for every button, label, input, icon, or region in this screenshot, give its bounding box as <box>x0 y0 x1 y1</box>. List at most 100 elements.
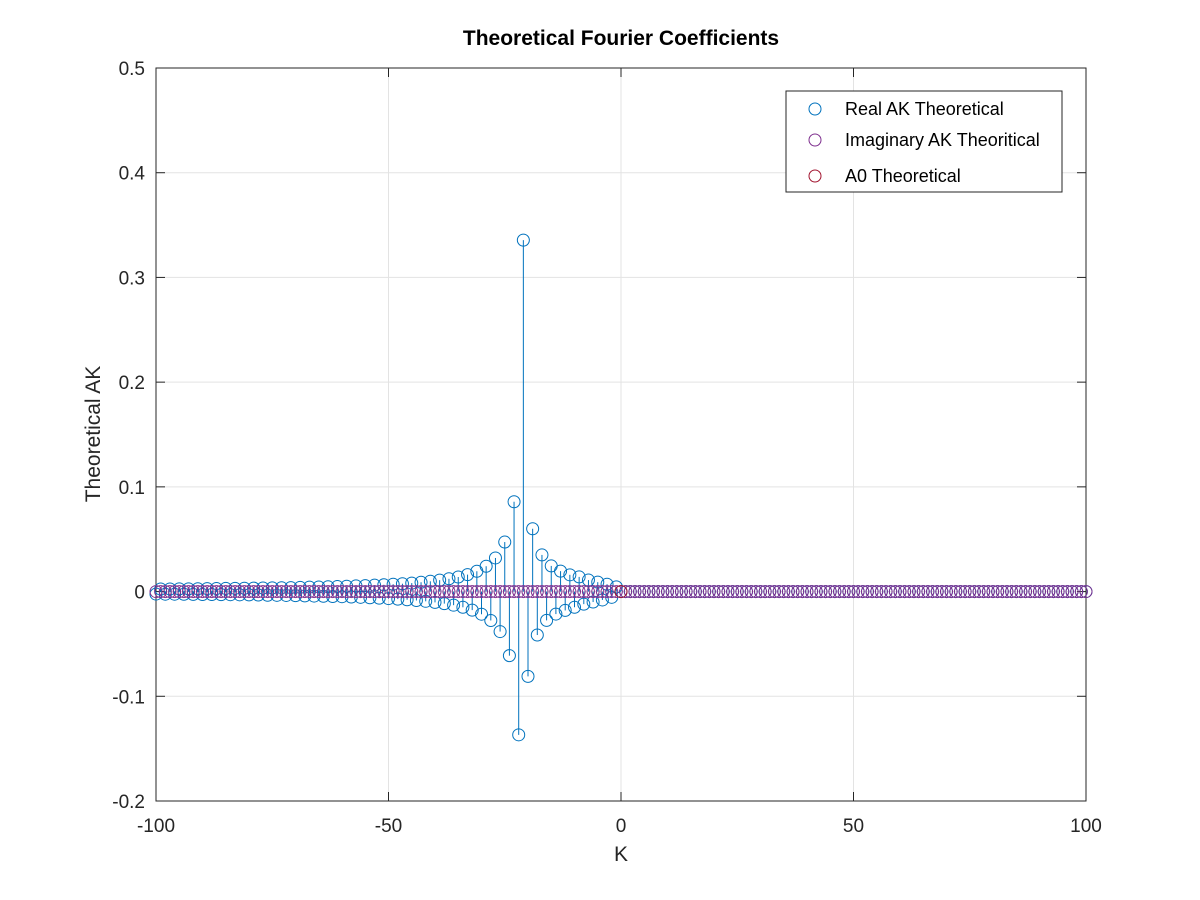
real-ak-point <box>289 589 302 603</box>
imag-ak-point <box>581 585 595 599</box>
y-tick-label: 0.1 <box>119 478 145 499</box>
imag-ak-point <box>967 585 981 599</box>
imag-ak-point <box>619 585 633 599</box>
imag-ak-point <box>874 585 888 599</box>
imag-ak-point <box>795 585 809 599</box>
imag-ak-point <box>600 585 614 599</box>
imag-ak-point <box>1037 585 1051 599</box>
real-ak-point <box>502 649 516 663</box>
real-ak-point <box>395 577 409 591</box>
imag-ak-point <box>926 585 940 599</box>
imag-ak-point <box>182 585 196 599</box>
imag-ak-point <box>488 585 502 599</box>
imag-ak-point <box>363 585 377 599</box>
imag-ak-point <box>726 585 740 599</box>
x-tick-label: 50 <box>843 816 864 837</box>
imag-ak-point <box>214 585 228 599</box>
imag-ak-point <box>1074 585 1088 599</box>
imag-ak-point <box>744 585 758 599</box>
imag-ak-point <box>223 585 237 599</box>
real-ak-point <box>233 588 247 602</box>
real-ak-point <box>447 598 461 612</box>
imag-ak-point <box>637 585 651 599</box>
imag-ak-point <box>981 585 995 599</box>
real-ak-point <box>368 578 382 592</box>
imag-ak-point <box>344 585 358 599</box>
imag-ak-point <box>833 585 847 599</box>
imag-ak-point <box>754 585 767 599</box>
imag-ak-point <box>712 585 726 599</box>
imag-ak-point <box>172 585 186 599</box>
imag-ak-point <box>219 585 233 599</box>
imag-ak-point <box>865 585 879 599</box>
legend: Real AK Theoretical Imaginary AK Theoriti… <box>785 90 1063 193</box>
imag-ak-point <box>991 585 1005 599</box>
imag-ak-point <box>298 585 312 599</box>
imag-ak-point <box>1028 585 1042 599</box>
imag-ak-point <box>279 585 293 599</box>
imag-ak-point <box>879 585 893 599</box>
imag-ak-point <box>275 585 289 599</box>
imag-ak-point <box>335 585 349 599</box>
imag-ak-point <box>475 585 488 599</box>
imag-ak-point <box>358 585 372 599</box>
imag-ak-point <box>735 585 749 599</box>
imag-ak-point <box>884 585 898 599</box>
imag-ak-point <box>261 585 275 599</box>
imag-ak-point <box>702 585 716 599</box>
real-ak-point <box>600 577 614 591</box>
imag-ak-point <box>1051 585 1065 599</box>
imag-ak-point <box>270 585 284 599</box>
real-ak-point <box>498 535 512 549</box>
legend-label: Imaginary AK Theoritical <box>845 130 1040 150</box>
imag-ak-point <box>516 585 530 599</box>
imag-ak-point <box>842 585 856 599</box>
real-ak-point <box>400 593 414 607</box>
imag-ak-point <box>437 585 451 599</box>
imag-ak-point <box>1005 585 1019 599</box>
imag-ak-point <box>479 585 493 599</box>
imag-ak-point <box>456 585 470 599</box>
imag-ak-point <box>1000 585 1014 599</box>
imag-ak-point <box>535 585 549 599</box>
legend-marker <box>808 133 822 147</box>
imag-ak-point <box>200 585 214 599</box>
imag-ak-point <box>307 585 321 599</box>
imag-ak-point <box>633 585 647 599</box>
imag-ak-point <box>349 585 363 599</box>
real-ak-point <box>442 572 456 586</box>
real-ak-point <box>386 577 400 591</box>
real-ak-point <box>540 613 554 627</box>
imag-ak-point <box>809 585 823 599</box>
imag-ak-point <box>251 585 265 599</box>
imag-ak-point <box>609 585 623 599</box>
imag-ak-point <box>651 585 665 599</box>
imag-ak-point <box>791 585 805 599</box>
imag-ak-point <box>507 585 521 599</box>
imag-ak-point <box>888 585 902 599</box>
real-ak-point <box>256 581 270 595</box>
imag-ak-point <box>674 585 688 599</box>
imag-ak-point <box>721 585 735 599</box>
legend-label: Real AK Theoretical <box>845 99 1004 119</box>
imag-ak-point <box>386 585 400 599</box>
real-ak-point <box>251 588 265 602</box>
imag-ak-point <box>1070 585 1084 599</box>
y-tick-label: 0.3 <box>119 268 145 289</box>
real-ak-point <box>484 613 498 627</box>
imag-ak-point <box>814 585 828 599</box>
imag-ak-point <box>679 585 693 599</box>
y-axis-label: Theoretical AK <box>82 366 105 503</box>
imag-ak-point <box>256 585 270 599</box>
y-tick-label: 0.5 <box>119 59 145 80</box>
real-ak-point <box>521 669 535 683</box>
imag-ak-point <box>247 585 261 599</box>
real-ak-point <box>265 581 279 595</box>
real-ak-point <box>563 568 577 582</box>
real-ak-point <box>284 581 298 595</box>
real-ak-point <box>372 591 386 605</box>
imag-ak-point <box>819 585 833 599</box>
imag-ak-point <box>228 585 242 599</box>
imag-ak-point <box>963 585 977 599</box>
imag-ak-point <box>670 585 684 599</box>
